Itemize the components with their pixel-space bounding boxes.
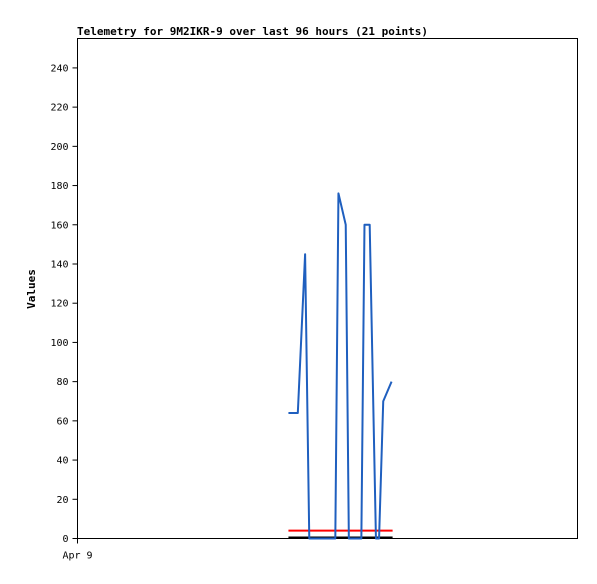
y-tick-label: 240 xyxy=(50,63,68,74)
y-tick-label: 40 xyxy=(56,456,68,467)
y-tick-label: 220 xyxy=(50,103,68,114)
y-tick-label: 140 xyxy=(50,259,68,270)
x-tick-label: Apr 9 xyxy=(62,551,92,562)
y-tick-label: 200 xyxy=(50,142,68,153)
y-tick-label: 120 xyxy=(50,299,68,310)
series-layer xyxy=(288,192,393,540)
plot-area xyxy=(77,38,578,539)
y-tick-label: 20 xyxy=(56,495,68,506)
y-tick-label: 80 xyxy=(56,377,68,388)
series-line-0 xyxy=(288,192,393,540)
y-axis-label: Values xyxy=(25,269,38,309)
chart-title: Telemetry for 9M2IKR-9 over last 96 hour… xyxy=(77,25,428,38)
y-tick-label: 180 xyxy=(50,181,68,192)
y-axis: 0 20 40 60 80 100 120 140 160 180 200 220 240 xyxy=(50,63,78,545)
x-axis: Apr 9 xyxy=(62,538,93,562)
y-tick-label: 160 xyxy=(50,220,68,231)
y-tick-label: 0 xyxy=(62,534,68,545)
y-tick-label: 60 xyxy=(56,416,68,427)
y-tick-label: 100 xyxy=(50,338,68,349)
